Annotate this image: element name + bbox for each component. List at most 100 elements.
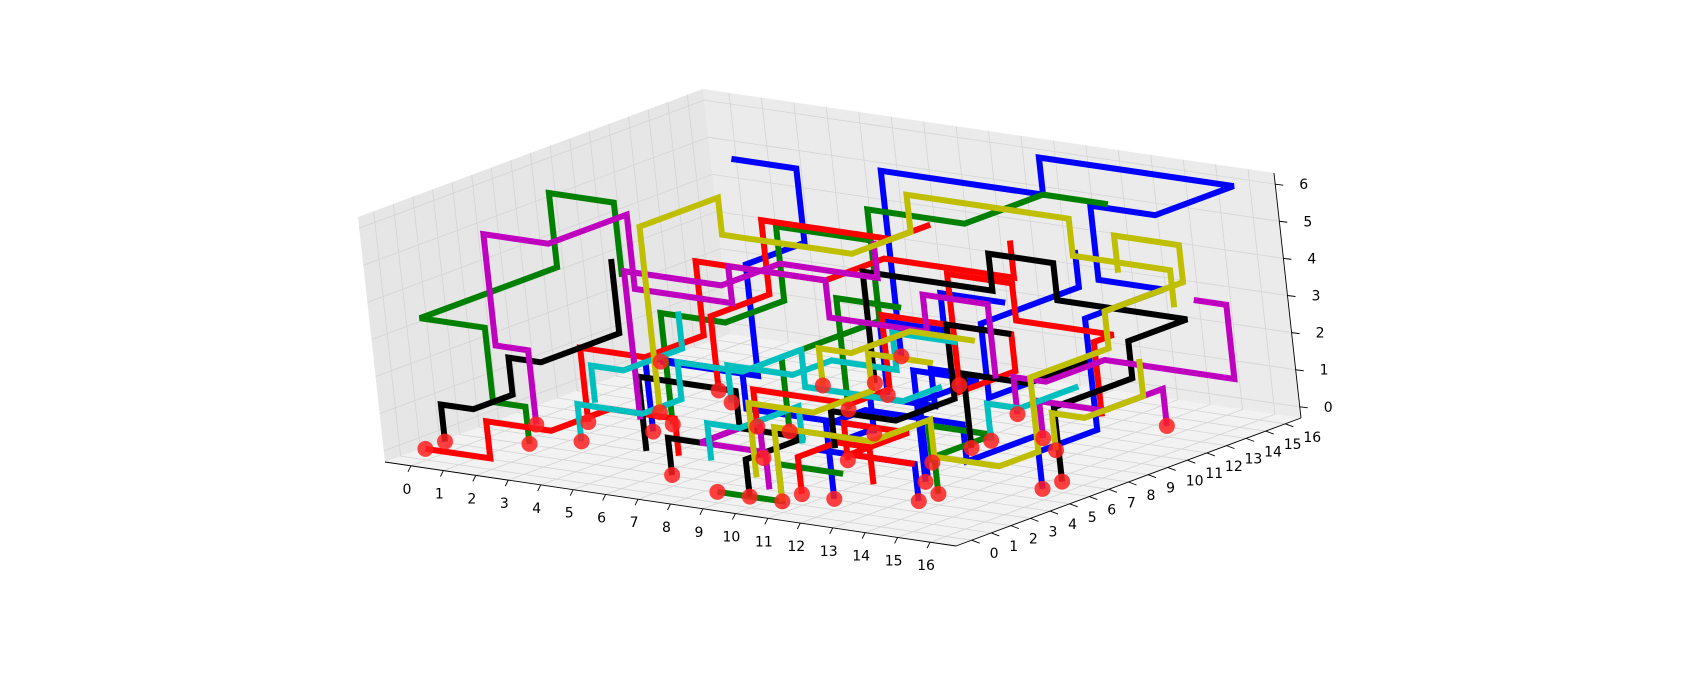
start-marker bbox=[521, 435, 538, 452]
y-tick-label: 14 bbox=[1264, 444, 1282, 460]
series-line-28 bbox=[1009, 297, 1238, 415]
y-tick-label: 6 bbox=[1107, 503, 1116, 519]
y-tick-label: 5 bbox=[1088, 510, 1097, 526]
y-tick bbox=[1167, 467, 1176, 471]
x-tick bbox=[537, 484, 542, 492]
x-tick-label: 6 bbox=[597, 510, 606, 526]
x-tick bbox=[829, 527, 834, 535]
y-tick bbox=[1030, 517, 1039, 522]
z-tick-label: 6 bbox=[1299, 177, 1308, 193]
x-tick bbox=[472, 475, 477, 482]
grid-line-y bbox=[373, 211, 972, 541]
start-marker bbox=[814, 377, 831, 394]
y-tick bbox=[1206, 452, 1216, 457]
x-tick bbox=[699, 508, 704, 515]
series-line-21 bbox=[859, 250, 1189, 482]
start-marker bbox=[651, 404, 668, 421]
start-marker bbox=[437, 433, 454, 450]
grid-line-y bbox=[432, 189, 1031, 519]
series-line-29 bbox=[620, 240, 881, 420]
start-markers bbox=[417, 348, 1175, 510]
x-tick-label: 13 bbox=[820, 544, 838, 560]
x-tick bbox=[407, 465, 412, 473]
y-tick bbox=[1285, 423, 1294, 428]
series-line-20 bbox=[437, 258, 623, 442]
y-tick bbox=[1245, 437, 1255, 442]
series-line-35 bbox=[983, 383, 1080, 442]
start-marker bbox=[1009, 406, 1026, 423]
start-marker bbox=[710, 382, 727, 399]
start-marker bbox=[866, 374, 883, 391]
y-tick-label: 3 bbox=[1048, 524, 1057, 540]
start-marker bbox=[755, 449, 772, 466]
z-tick-label: 0 bbox=[1324, 400, 1333, 416]
series-line-39 bbox=[1048, 358, 1147, 451]
series-line-37 bbox=[636, 191, 1178, 413]
z-tick bbox=[1279, 220, 1288, 223]
start-marker bbox=[840, 401, 857, 418]
y-tick-label: 7 bbox=[1127, 495, 1136, 511]
x-tick-label: 9 bbox=[694, 525, 703, 541]
start-marker bbox=[826, 490, 843, 507]
z-tick bbox=[1291, 332, 1300, 335]
y-tick bbox=[1128, 481, 1137, 486]
x-tick bbox=[667, 503, 671, 511]
start-marker bbox=[879, 387, 896, 403]
y-tick-label: 10 bbox=[1186, 473, 1204, 489]
y-tick bbox=[1226, 445, 1235, 450]
x-tick-label: 2 bbox=[467, 491, 476, 507]
start-marker bbox=[664, 416, 681, 433]
y-tick bbox=[1010, 525, 1020, 530]
start-marker bbox=[1054, 473, 1071, 490]
start-marker bbox=[793, 486, 810, 503]
grid-line-y bbox=[471, 174, 1070, 505]
grid-line-z bbox=[359, 99, 1276, 229]
grid-line-x bbox=[897, 164, 1244, 538]
series-line-16 bbox=[749, 311, 1019, 427]
x-tick bbox=[926, 541, 931, 549]
grid-line-x bbox=[735, 140, 1081, 514]
y-tick-label: 15 bbox=[1284, 437, 1302, 453]
start-marker bbox=[893, 348, 910, 365]
grid-line-z bbox=[363, 136, 1280, 266]
series-line-7 bbox=[418, 189, 625, 445]
x-tick-label: 3 bbox=[500, 496, 509, 512]
start-marker bbox=[749, 418, 766, 435]
axes-ticks bbox=[407, 183, 1308, 549]
start-marker bbox=[963, 439, 980, 456]
y-tick-label: 1 bbox=[1009, 539, 1018, 555]
series-line-18 bbox=[943, 270, 1115, 417]
series-line-32 bbox=[724, 329, 958, 403]
x-tick-label: 4 bbox=[532, 501, 541, 517]
y-tick-label: 16 bbox=[1303, 430, 1321, 446]
series-line-36 bbox=[770, 231, 1187, 502]
start-marker bbox=[930, 485, 947, 502]
grid-line-y bbox=[667, 102, 1266, 432]
grid-line-y bbox=[490, 167, 1090, 497]
x-tick-label: 1 bbox=[435, 487, 444, 503]
x-tick-label: 8 bbox=[662, 520, 671, 536]
series-line-23 bbox=[827, 320, 1012, 449]
y-tick-label: 9 bbox=[1166, 481, 1175, 497]
z-tick-label: 3 bbox=[1312, 289, 1321, 305]
series-line-6 bbox=[909, 366, 980, 483]
x-tick bbox=[439, 470, 444, 477]
start-marker bbox=[664, 467, 681, 483]
x-tick bbox=[861, 532, 866, 539]
z-tick-label: 5 bbox=[1303, 214, 1312, 230]
series-line-38 bbox=[744, 350, 934, 478]
x-tick bbox=[569, 489, 574, 496]
x-tick bbox=[894, 537, 899, 544]
y-tick bbox=[991, 532, 1000, 537]
grid-line-y bbox=[588, 131, 1188, 461]
start-marker bbox=[741, 488, 758, 505]
start-marker bbox=[1158, 417, 1175, 434]
z-tick bbox=[1287, 295, 1296, 297]
start-marker bbox=[866, 425, 883, 442]
y-tick-label: 0 bbox=[990, 546, 999, 562]
start-marker bbox=[652, 353, 669, 370]
start-marker bbox=[709, 483, 726, 500]
z-tick bbox=[1275, 183, 1284, 186]
y-tick-label: 11 bbox=[1205, 466, 1223, 482]
